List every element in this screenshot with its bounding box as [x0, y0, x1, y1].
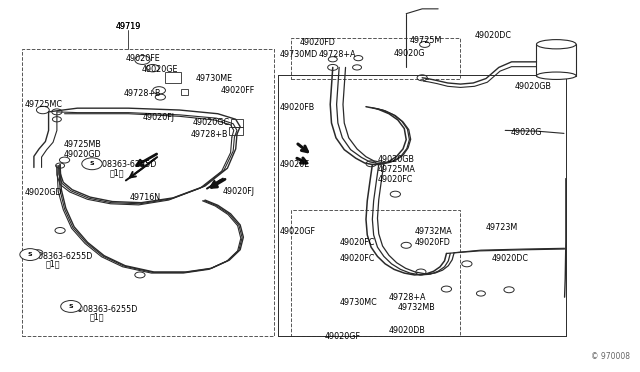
Text: 49020FF: 49020FF	[221, 86, 255, 95]
Text: ©08363-6255D: ©08363-6255D	[31, 252, 93, 261]
Text: （1）: （1）	[45, 260, 60, 269]
Text: （1）: （1）	[90, 312, 104, 321]
Text: 49730ME: 49730ME	[195, 74, 232, 83]
Circle shape	[82, 158, 102, 170]
Text: 49020GB: 49020GB	[515, 82, 552, 91]
Text: 49725MB: 49725MB	[63, 140, 101, 149]
Ellipse shape	[536, 39, 576, 49]
Text: 49730MC: 49730MC	[339, 298, 377, 307]
Text: 49732MB: 49732MB	[398, 303, 436, 312]
Circle shape	[20, 248, 40, 260]
Text: ©08363-6255D: ©08363-6255D	[76, 305, 138, 314]
Text: 49020GB: 49020GB	[378, 155, 415, 164]
Text: 49020FJ: 49020FJ	[223, 187, 255, 196]
Text: 49020FC: 49020FC	[339, 238, 374, 247]
Text: 49730MD: 49730MD	[280, 50, 318, 59]
Text: 49716N: 49716N	[130, 193, 161, 202]
Text: 49728+A: 49728+A	[319, 50, 356, 59]
Bar	[229, 128, 243, 135]
Bar	[166, 72, 181, 83]
Text: S: S	[28, 252, 33, 257]
Text: （1）: （1）	[109, 169, 124, 177]
Text: 49020DC: 49020DC	[491, 254, 528, 263]
Text: 49020FC: 49020FC	[339, 254, 374, 263]
Text: 49020G: 49020G	[394, 49, 425, 58]
Text: S: S	[68, 304, 73, 309]
Text: 49020GC: 49020GC	[192, 118, 229, 127]
Text: 49020GD: 49020GD	[63, 150, 101, 159]
Bar	[230, 119, 243, 128]
Text: 49728+A: 49728+A	[389, 293, 426, 302]
Text: 49020GD: 49020GD	[25, 188, 63, 197]
Text: 49728+B: 49728+B	[124, 89, 161, 98]
Text: 49020FD: 49020FD	[300, 38, 335, 47]
Text: 49020FB: 49020FB	[280, 103, 315, 112]
Text: 49728+B: 49728+B	[191, 130, 228, 140]
Text: 49020E: 49020E	[280, 160, 310, 169]
Bar	[536, 44, 576, 76]
Ellipse shape	[536, 72, 576, 80]
Text: 49020FE: 49020FE	[125, 54, 160, 62]
Text: 49732MA: 49732MA	[415, 227, 452, 236]
Bar	[291, 210, 461, 336]
Bar	[180, 89, 188, 95]
Text: 49725M: 49725M	[410, 36, 442, 45]
Text: 49020FC: 49020FC	[378, 175, 413, 184]
Text: 49020DC: 49020DC	[474, 31, 511, 41]
Text: 49723M: 49723M	[486, 223, 518, 232]
Text: © 970008: © 970008	[591, 352, 630, 361]
Text: ©08363-6255D: ©08363-6255D	[95, 160, 157, 169]
Text: 49725MA: 49725MA	[378, 165, 415, 174]
Text: S: S	[90, 161, 94, 166]
Text: 49719: 49719	[116, 22, 141, 31]
Text: 49020G: 49020G	[510, 128, 542, 137]
Text: 49020DB: 49020DB	[389, 326, 426, 335]
Text: 49020GF: 49020GF	[280, 227, 316, 236]
Text: 49020GE: 49020GE	[141, 65, 178, 74]
Bar	[291, 38, 461, 78]
Text: 49020GF: 49020GF	[325, 331, 361, 341]
Text: 49020FJ: 49020FJ	[143, 113, 175, 122]
Text: 49725MC: 49725MC	[25, 100, 63, 109]
Bar	[22, 49, 274, 336]
Text: 49020FD: 49020FD	[415, 238, 451, 247]
Text: 49719: 49719	[116, 22, 141, 31]
Circle shape	[61, 301, 81, 312]
